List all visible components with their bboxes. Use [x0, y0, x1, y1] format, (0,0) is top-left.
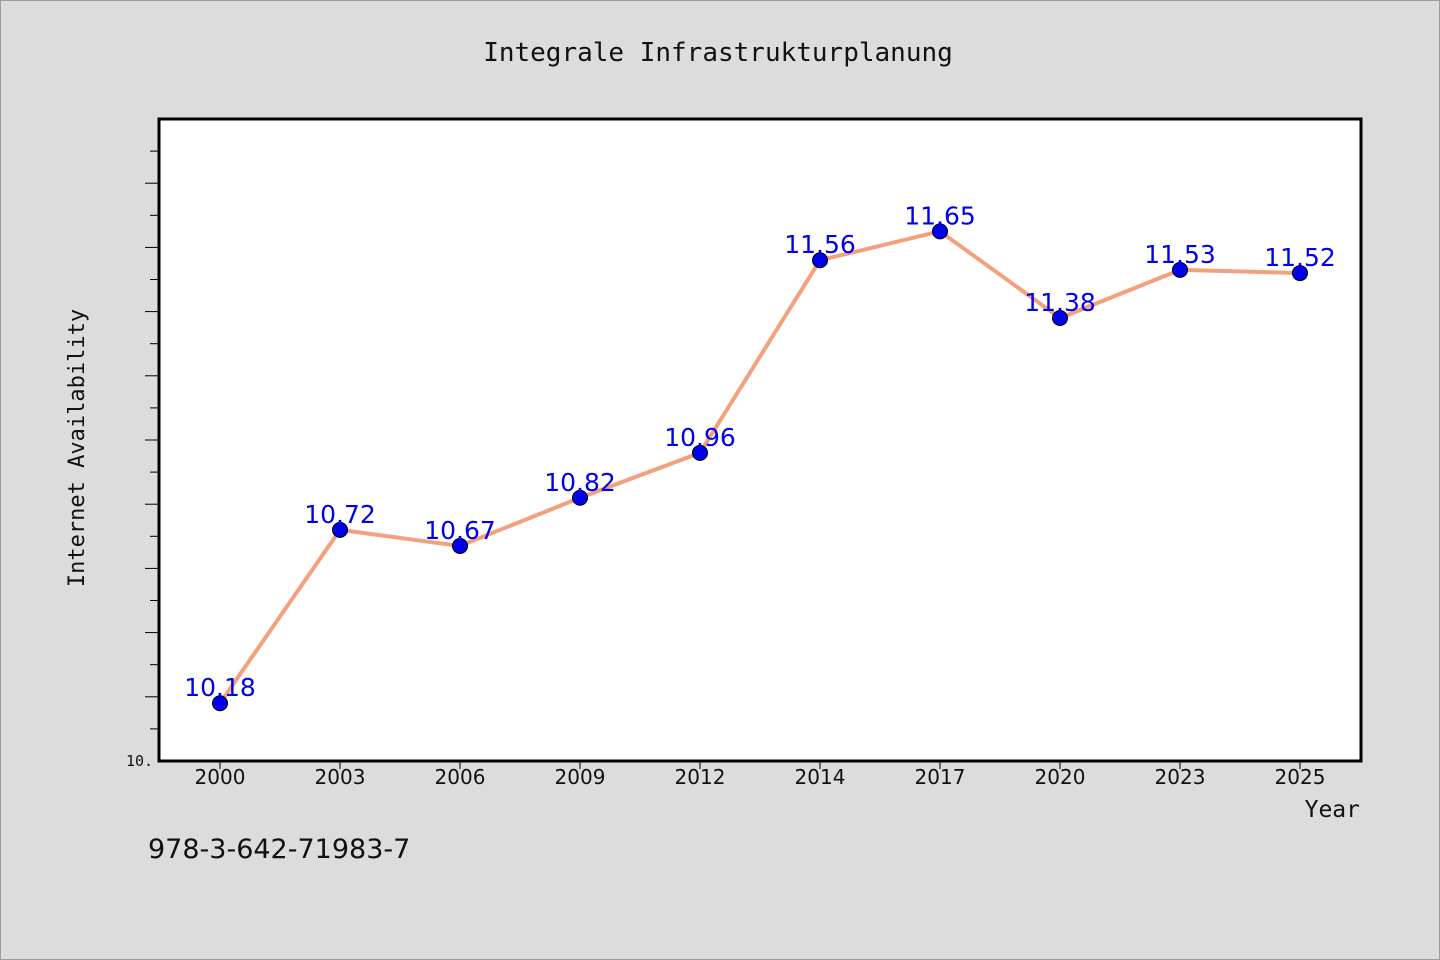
- data-label: 10.96: [664, 423, 736, 452]
- data-point: [1052, 310, 1068, 327]
- x-tick-label: 2014: [795, 765, 846, 789]
- data-label: 10.82: [544, 468, 616, 497]
- x-tick-label: 2025: [1275, 765, 1326, 789]
- data-point: [1292, 265, 1308, 282]
- data-label: 11.65: [904, 201, 976, 230]
- data-label: 11.53: [1144, 240, 1216, 269]
- data-point: [932, 223, 948, 240]
- data-label: 11.56: [784, 230, 856, 259]
- data-point: [212, 695, 228, 712]
- y-axis-label: Internet Availability: [65, 309, 90, 587]
- y-tick-label: 10.: [126, 752, 153, 770]
- x-tick-label: 2009: [555, 765, 606, 789]
- data-point: [1172, 261, 1188, 278]
- data-point: [452, 537, 468, 554]
- data-point: [692, 444, 708, 461]
- data-label: 11.38: [1024, 288, 1096, 317]
- x-axis-ticks: 2000 2003 2006 2009 2012 2014 2017 2020 2023 2025: [195, 761, 1326, 789]
- x-axis-label: Year: [1305, 797, 1360, 823]
- x-tick-label: 2017: [915, 765, 966, 789]
- x-tick-label: 2012: [675, 765, 726, 789]
- x-tick-label: 2006: [435, 765, 486, 789]
- data-point: [572, 489, 588, 506]
- x-tick-label: 2023: [1155, 765, 1206, 789]
- data-point: [332, 521, 348, 538]
- series-line: 10.18 10.72 10.67 10.82 10.96 11.56 11.65 11.38…: [184, 201, 1336, 712]
- x-tick-label: 2003: [315, 765, 366, 789]
- chart-title: Integrale Infrastrukturplanung: [483, 38, 953, 68]
- data-label: 10.72: [304, 500, 376, 529]
- data-label: 10.18: [184, 673, 256, 702]
- data-label: 11.52: [1264, 243, 1336, 272]
- series-line-path: [218, 229, 1301, 705]
- x-tick-label: 2020: [1035, 765, 1086, 789]
- y-axis-ticks: [145, 150, 159, 730]
- x-tick-label: 2000: [195, 765, 246, 789]
- isbn-label: 978-3-642-71983-7: [148, 834, 411, 865]
- data-label: 10.67: [424, 516, 496, 545]
- data-point: [812, 252, 828, 269]
- plot-area: [157, 117, 1363, 763]
